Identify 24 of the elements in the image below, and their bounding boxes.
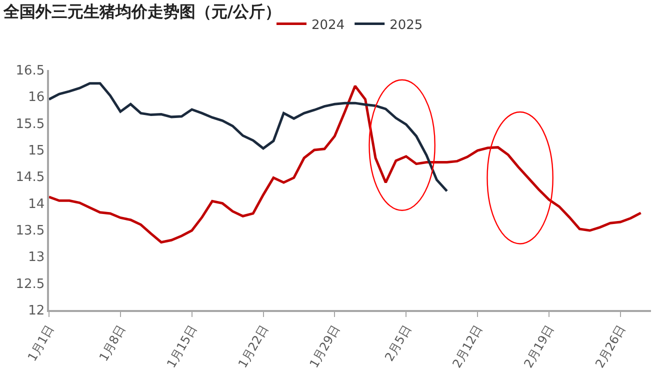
y-tick-label: 16.5 — [16, 64, 45, 79]
y-tick-label: 13.5 — [16, 224, 45, 239]
y-tick-label: 12.5 — [16, 276, 45, 292]
y-tick-label: 13 — [28, 250, 45, 266]
x-tick-label: 1月8日 — [96, 322, 128, 364]
y-tick-label: 15.5 — [16, 116, 45, 132]
line-series — [49, 82, 448, 192]
x-tick-label: 1月22日 — [235, 322, 272, 370]
x-tick-label: 1月15日 — [164, 322, 200, 370]
y-tick-label: 14 — [28, 196, 45, 212]
y-tick-label: 15 — [28, 144, 45, 159]
legend-label: 2024 — [312, 18, 345, 33]
chart-title: 全国外三元生猪均价走势图（元/公斤） — [2, 2, 282, 21]
x-tick-label: 2月19日 — [521, 322, 557, 370]
x-tick-label: 2月5日 — [382, 322, 414, 364]
y-tick-label: 14.5 — [16, 170, 45, 186]
x-tick-label: 2月26日 — [592, 322, 628, 370]
legend-label: 2025 — [390, 18, 423, 33]
x-tick-label: 1月29日 — [306, 322, 342, 370]
x-tick-label: 1月1日 — [25, 322, 57, 364]
line-series — [49, 84, 642, 244]
y-tick-label: 16 — [28, 90, 45, 106]
y-tick-label: 12 — [28, 304, 45, 319]
x-tick-label: 2月12日 — [450, 322, 486, 370]
